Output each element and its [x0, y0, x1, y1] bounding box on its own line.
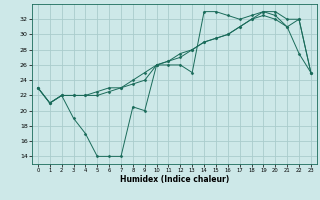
X-axis label: Humidex (Indice chaleur): Humidex (Indice chaleur)	[120, 175, 229, 184]
